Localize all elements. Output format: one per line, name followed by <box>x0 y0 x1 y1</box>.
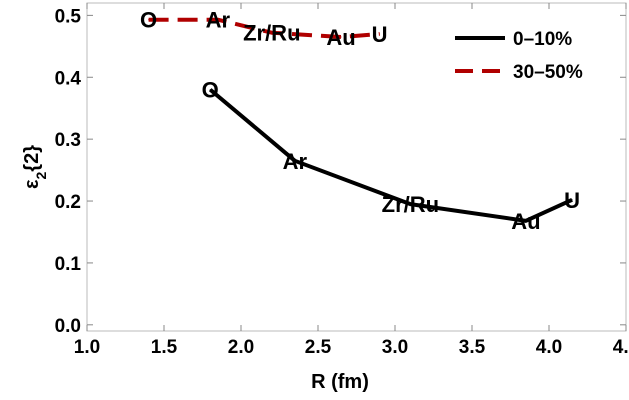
series-layer <box>148 17 573 223</box>
y-tick-label: 0.2 <box>55 192 81 213</box>
data-point <box>525 220 527 222</box>
point-label: Ar <box>206 8 231 33</box>
data-point <box>340 36 342 38</box>
point-label: Au <box>511 209 540 234</box>
plot-frame <box>86 2 627 332</box>
y-tick-label: 0.1 <box>55 254 82 275</box>
y-axis-title: ε2{2} <box>21 145 49 189</box>
y-tick-label: 0.5 <box>55 6 82 27</box>
data-point <box>409 203 411 205</box>
axes: 1.0 1.5 2.0 2.5 3.0 3.5 4.0 4.5 0.0 0.1 0.2 0.3 0.4 0… <box>55 3 629 358</box>
point-label: U <box>564 188 580 213</box>
data-point <box>209 89 211 91</box>
y-title-rest: {2} <box>21 145 43 172</box>
point-label: Au <box>326 25 355 50</box>
y-tick-label: 0.0 <box>55 316 81 337</box>
point-label: O <box>202 78 219 103</box>
point-label: O <box>140 8 157 33</box>
x-tick-label: 4.5 <box>613 337 629 358</box>
x-tick-label: 4.0 <box>536 337 562 358</box>
data-point <box>217 19 219 21</box>
y-tick-label: 0.4 <box>55 68 82 89</box>
x-tick-label: 1.0 <box>74 337 100 358</box>
x-tick-label: 3.0 <box>382 337 408 358</box>
y-title-subscript: 2 <box>33 172 49 180</box>
point-label: Zr/Ru <box>382 192 439 217</box>
data-point <box>379 33 381 35</box>
x-tick-label: 2.5 <box>305 337 332 358</box>
x-tick-label: 3.5 <box>459 337 486 358</box>
point-labels: O Ar Zr/Ru Au U O Ar Zr/Ru Au U <box>140 8 580 234</box>
point-label: U <box>372 22 388 47</box>
x-axis-title: R (fm) <box>311 371 369 393</box>
point-label: Ar <box>283 149 308 174</box>
y-tick-label: 0.3 <box>55 130 81 151</box>
data-point <box>148 19 150 21</box>
legend-label: 0–10% <box>513 29 572 50</box>
y-title-symbol: ε <box>21 179 43 189</box>
data-point <box>571 199 573 201</box>
legend: 0–10% 30–50% <box>455 29 583 83</box>
data-point <box>294 160 296 162</box>
legend-label: 30–50% <box>513 62 583 83</box>
data-point <box>271 32 273 34</box>
point-label: Zr/Ru <box>243 21 300 46</box>
x-tick-label: 1.5 <box>151 337 178 358</box>
x-tick-label: 2.0 <box>228 337 254 358</box>
